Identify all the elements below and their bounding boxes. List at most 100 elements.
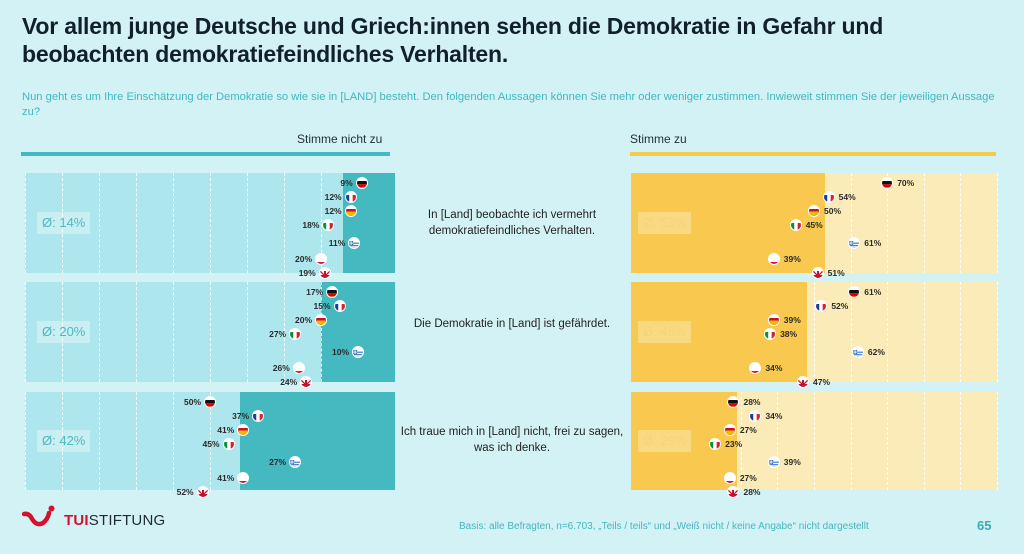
gridline xyxy=(173,392,174,490)
gridline xyxy=(284,173,285,273)
value-label: 45% xyxy=(202,439,220,449)
value-label: 19% xyxy=(298,268,316,278)
agree-marker-grossbritannien: 47% xyxy=(797,376,830,388)
gridline xyxy=(923,282,925,382)
agree-marker-deutschland: 70% xyxy=(881,177,914,189)
flag-it-icon xyxy=(764,328,777,340)
disagree-marker-polen: 26% xyxy=(273,362,305,374)
gridline xyxy=(960,392,962,490)
disagree-marker-spanien: 41% xyxy=(217,424,250,436)
gridline xyxy=(173,282,174,382)
gridline xyxy=(321,173,322,273)
value-label: 15% xyxy=(313,301,331,311)
disagree-marker-frankreich: 37% xyxy=(232,410,265,422)
disagree-avg-bar xyxy=(239,392,395,490)
agree-marker-spanien: 39% xyxy=(767,314,801,326)
flag-gr-icon xyxy=(848,237,861,249)
flag-de-icon xyxy=(848,286,861,298)
flag-gb-icon xyxy=(196,486,209,498)
disagree-marker-griechenland: 27% xyxy=(269,456,302,468)
agree-marker-italien: 23% xyxy=(709,438,742,450)
value-label: 70% xyxy=(897,178,915,188)
page-title: Vor allem junge Deutsche und Griech:inne… xyxy=(22,13,884,67)
gridline xyxy=(997,392,998,490)
disagree-marker-frankreich: 12% xyxy=(325,191,357,203)
gridline xyxy=(25,392,26,490)
disagree-marker-deutschland: 17% xyxy=(306,286,339,298)
value-label: 28% xyxy=(743,397,761,407)
agree-marker-grossbritannien: 28% xyxy=(727,486,760,498)
agree-rule xyxy=(630,152,996,156)
flag-es-icon xyxy=(808,205,820,217)
gridline xyxy=(960,282,962,382)
gridline xyxy=(210,173,211,273)
value-label: 52% xyxy=(831,301,849,311)
agree-average-label: Ø: 29% xyxy=(638,430,692,452)
value-label: 23% xyxy=(725,439,743,449)
value-label: 38% xyxy=(780,329,798,339)
gridline xyxy=(814,282,815,382)
gridline xyxy=(247,282,248,382)
disagree-panel-1: Ø: 14% 9% 12% 12% 18% 11% 20% 19% xyxy=(25,173,395,279)
gridline xyxy=(850,392,852,490)
value-label: 39% xyxy=(783,315,801,325)
gridline xyxy=(284,282,285,382)
value-label: 27% xyxy=(739,473,757,483)
gridline xyxy=(62,173,63,273)
flag-gb-icon xyxy=(797,376,810,388)
disagree-marker-griechenland: 11% xyxy=(329,237,361,249)
agree-marker-deutschland: 61% xyxy=(848,286,881,298)
disagree-marker-italien: 27% xyxy=(269,328,302,340)
gridline xyxy=(814,392,815,490)
logo-stiftung-text: STIFTUNG xyxy=(88,511,166,529)
value-label: 34% xyxy=(765,411,783,421)
gridline xyxy=(136,392,137,490)
gridline xyxy=(850,282,852,382)
disagree-marker-italien: 18% xyxy=(302,219,335,231)
flag-pl-icon xyxy=(292,362,305,374)
flag-gr-icon xyxy=(851,346,864,358)
gridline xyxy=(777,392,779,490)
value-label: 10% xyxy=(331,347,349,357)
agree-marker-griechenland: 62% xyxy=(851,346,885,358)
value-label: 45% xyxy=(805,220,823,230)
disagree-panel-2: Ø: 20% 17% 15% 20% 27% 10% 26% 24% xyxy=(25,282,395,388)
flag-pl-icon xyxy=(723,472,736,484)
agree-header: Stimme zu xyxy=(630,132,687,146)
value-label: 27% xyxy=(739,425,757,435)
gridline xyxy=(136,282,137,382)
agree-average-label: Ø: 53% xyxy=(638,212,692,234)
value-label: 50% xyxy=(183,397,201,407)
value-label: 24% xyxy=(280,377,298,387)
flag-de-icon xyxy=(326,286,339,298)
value-label: 27% xyxy=(269,329,287,339)
value-label: 11% xyxy=(328,238,346,248)
value-label: 62% xyxy=(867,347,885,357)
flag-it-icon xyxy=(222,438,235,450)
flag-gr-icon xyxy=(289,456,302,468)
gridline xyxy=(321,282,322,382)
gridline xyxy=(997,173,998,273)
value-label: 20% xyxy=(294,315,312,325)
agree-marker-polen: 34% xyxy=(749,362,782,374)
disagree-marker-deutschland: 50% xyxy=(184,396,216,408)
gridline xyxy=(850,173,852,273)
disagree-marker-spanien: 20% xyxy=(295,314,327,326)
agree-marker-polen: 27% xyxy=(723,472,757,484)
disagree-avg-bar xyxy=(343,173,395,273)
disagree-header: Stimme nicht zu xyxy=(297,132,383,146)
flag-it-icon xyxy=(289,328,302,340)
value-label: 28% xyxy=(743,487,761,497)
flag-es-icon xyxy=(315,314,327,326)
value-label: 52% xyxy=(176,487,194,497)
agree-marker-frankreich: 34% xyxy=(749,410,782,422)
agree-panel-2: Ø: 48% 61% 52% 39% 38% 62% 34% 47% xyxy=(631,282,998,388)
flag-it-icon xyxy=(322,219,335,231)
flag-fr-icon xyxy=(252,410,265,422)
disagree-marker-griechenland: 10% xyxy=(332,346,364,358)
value-label: 17% xyxy=(306,287,324,297)
agree-marker-polen: 39% xyxy=(767,253,801,265)
value-label: 39% xyxy=(783,457,801,467)
flag-de-icon xyxy=(727,396,740,408)
flag-fr-icon xyxy=(815,300,828,312)
